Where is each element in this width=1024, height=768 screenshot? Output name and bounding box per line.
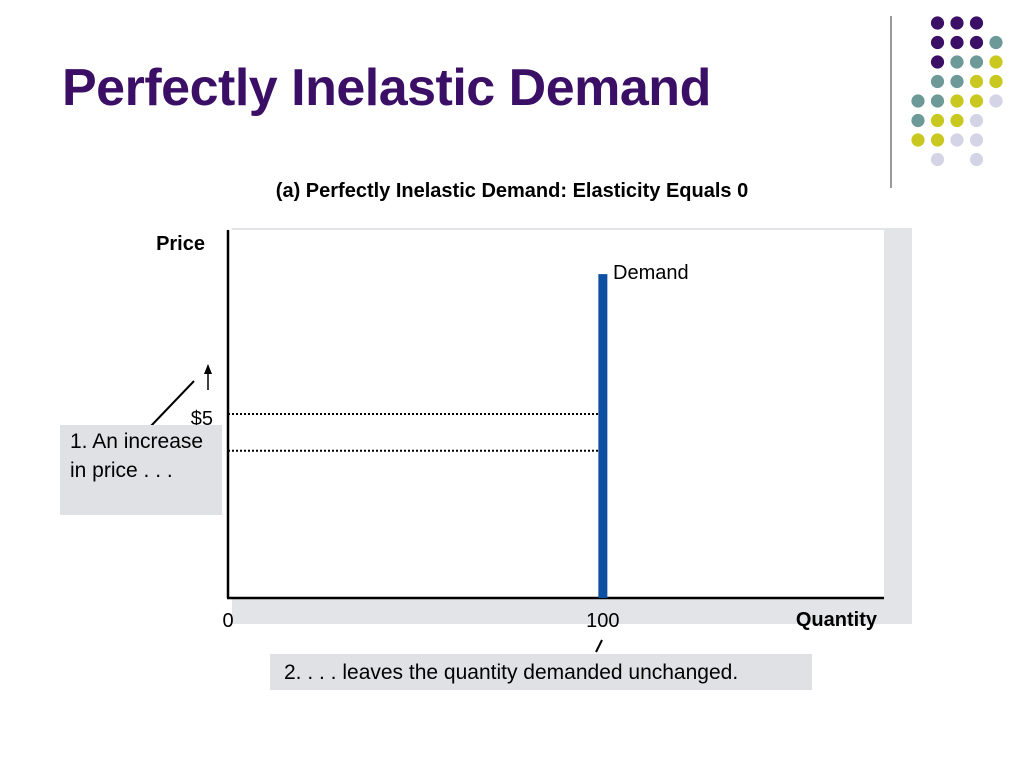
decorative-dot [989,35,1003,50]
price-increase-arrowhead [204,364,212,374]
decorative-dot [930,133,945,147]
decorative-dot [969,74,984,89]
decorative-divider [890,16,892,188]
decorative-dot-grid [911,16,1003,167]
decorative-dot [930,35,945,50]
x-tick-label: 100 [586,610,619,632]
annotation-price-increase: 1. An increase in price . . . [60,425,222,515]
chart-title: (a) Perfectly Inelastic Demand: Elastici… [275,180,749,202]
decorative-dot [950,94,964,108]
decorative-dot [930,16,945,30]
slide-title: Perfectly Inelastic Demand [62,59,711,117]
decorative-dot [950,16,964,30]
decorative-dot [969,133,984,147]
decorative-dot [989,55,1003,69]
decorative-dot [969,16,984,30]
decorative-dot [950,74,964,89]
decorative-dot [969,152,984,167]
y-axis-title: Price [156,233,205,255]
decorative-dot [950,55,964,69]
decorative-dot [930,55,945,69]
decorative-dot [930,94,945,108]
decorative-dot [950,113,964,128]
annotation-quantity-unchanged: 2. . . . leaves the quantity demanded un… [270,654,812,690]
decorative-dot [930,152,945,167]
decorative-dot [930,113,945,128]
decorative-dot [950,133,964,147]
series-label-demand: Demand [613,262,689,284]
decorative-dot [989,94,1003,108]
x-axis-title: Quantity [796,609,878,631]
decorative-dot [911,94,925,108]
decorative-dot [969,35,984,50]
decorative-dot [969,94,984,108]
decorative-dot [930,74,945,89]
decorative-dot [911,113,925,128]
decorative-dot [950,35,964,50]
annotation-pointer-price [149,380,195,428]
annotation-pointer-quantity [595,639,603,653]
x-tick-label: 0 [222,610,233,632]
decorative-dot [989,74,1003,89]
y-tick-label: $5 [191,408,213,430]
decorative-dot [969,55,984,69]
decorative-dot [911,133,925,147]
decorative-dot [969,113,984,128]
